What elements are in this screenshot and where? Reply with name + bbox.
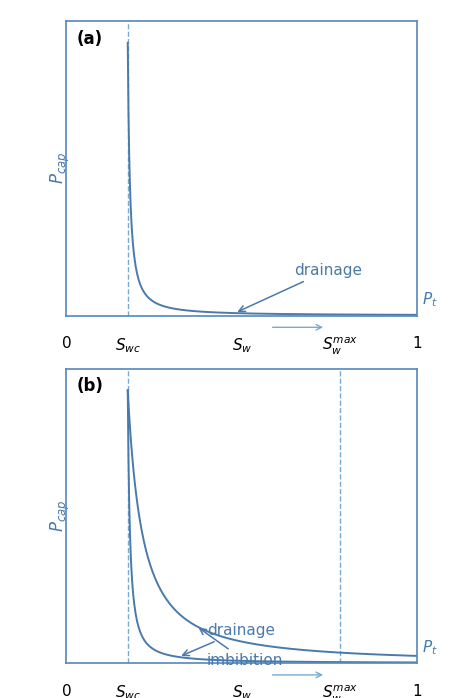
Text: $S_{wc}$: $S_{wc}$	[115, 684, 141, 698]
Text: imbibition: imbibition	[200, 629, 283, 668]
Text: (b): (b)	[77, 378, 104, 395]
Text: 0: 0	[62, 336, 71, 351]
Text: $S_w$: $S_w$	[231, 684, 252, 698]
Y-axis label: $P_{cap}$: $P_{cap}$	[49, 152, 73, 184]
Text: $S_{wc}$: $S_{wc}$	[115, 336, 141, 355]
Text: $S_w^{max}$: $S_w^{max}$	[322, 684, 358, 698]
Text: $P_t$: $P_t$	[422, 290, 438, 309]
Text: $S_w$: $S_w$	[231, 336, 252, 355]
Text: 1: 1	[412, 336, 422, 351]
Text: $P_t$: $P_t$	[422, 638, 438, 657]
Text: drainage: drainage	[239, 262, 362, 311]
Text: (a): (a)	[77, 30, 103, 47]
Text: drainage: drainage	[182, 623, 274, 655]
Y-axis label: $P_{cap}$: $P_{cap}$	[49, 500, 73, 532]
Text: $S_w^{max}$: $S_w^{max}$	[322, 336, 358, 357]
Text: 1: 1	[412, 684, 422, 698]
Text: 0: 0	[62, 684, 71, 698]
